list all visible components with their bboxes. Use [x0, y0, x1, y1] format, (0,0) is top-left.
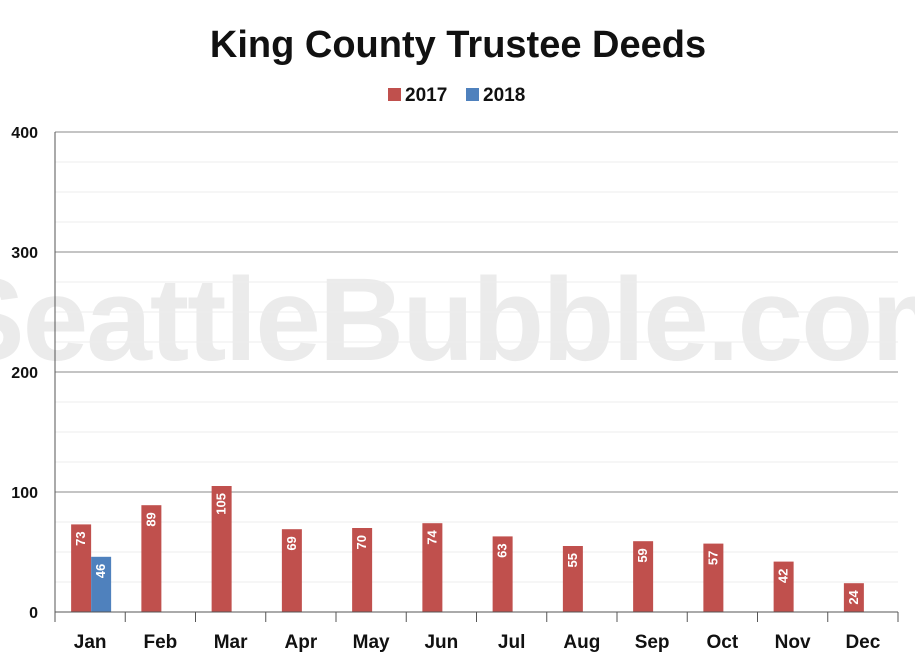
bar-2017-Nov: [773, 561, 794, 612]
data-label: 73: [73, 531, 88, 545]
bar-2017-May: [352, 528, 373, 612]
y-tick-label: 300: [11, 245, 38, 262]
chart-title: King County Trustee Deeds: [210, 24, 706, 66]
y-tick-label: 200: [11, 365, 38, 382]
data-label: 24: [846, 589, 861, 604]
x-tick-label: Jul: [498, 632, 525, 653]
x-tick-label: Jun: [424, 632, 458, 653]
data-label: 74: [424, 529, 439, 544]
x-tick-label: Aug: [563, 632, 600, 653]
x-tick-label: Jan: [74, 632, 107, 653]
y-tick-label: 0: [29, 605, 38, 622]
bar-2017-Dec: [843, 583, 864, 612]
bar-2017-Jun: [422, 523, 443, 612]
x-tick-label: Apr: [285, 632, 318, 653]
watermark: SeattleBubble.com: [0, 254, 915, 386]
x-tick-label: Nov: [775, 632, 811, 653]
x-tick-label: Sep: [635, 632, 670, 653]
bar-2017-Sep: [633, 541, 654, 612]
data-label: 57: [705, 551, 720, 565]
bar-2018-Jan: [91, 556, 112, 612]
x-tick-label: Mar: [214, 632, 248, 653]
data-label: 69: [284, 536, 299, 550]
data-label: 46: [93, 564, 108, 578]
data-label: 55: [565, 553, 580, 567]
bar-2017-Oct: [703, 543, 724, 612]
data-label: 59: [635, 548, 650, 562]
legend-label-2017: 2017: [405, 85, 447, 106]
data-label: 70: [354, 535, 369, 549]
bar-2017-Apr: [281, 529, 302, 612]
data-label: 42: [776, 569, 791, 583]
data-labels: 73 46 89 105 69 70 74 63 55 59 57 42 24: [73, 493, 861, 605]
bars: [71, 486, 864, 612]
bar-2017-Aug: [562, 546, 583, 612]
data-label: 105: [214, 493, 229, 515]
data-label: 89: [143, 512, 158, 526]
bar-2017-Mar: [211, 486, 232, 612]
x-tick-label: Oct: [707, 632, 739, 653]
axes: 0 100 200 300 400 Jan Feb Mar Apr May Jun Jul Aug Sep…: [11, 125, 899, 653]
y-tick-label: 400: [11, 125, 38, 142]
grid-lines: [55, 131, 898, 583]
bar-2017-Feb: [141, 505, 162, 612]
x-tick-label: Feb: [143, 632, 177, 653]
bar-2017-Jan: [71, 524, 92, 612]
legend-label-2018: 2018: [483, 85, 525, 106]
legend-swatch-2017: [388, 88, 401, 101]
data-label: 63: [495, 543, 510, 557]
legend: 2017 2018: [388, 85, 525, 106]
x-tick-label: May: [353, 632, 390, 653]
y-tick-label: 100: [11, 485, 38, 502]
x-tick-label: Dec: [845, 632, 880, 653]
bar-2017-Jul: [492, 536, 513, 612]
legend-swatch-2018: [466, 88, 479, 101]
